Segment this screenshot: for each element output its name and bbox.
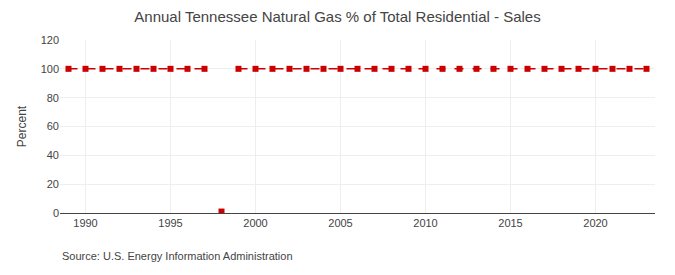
svg-text:20: 20: [47, 178, 59, 190]
svg-text:0: 0: [53, 207, 59, 219]
svg-text:60: 60: [47, 120, 59, 132]
svg-text:1995: 1995: [158, 217, 182, 229]
svg-text:2010: 2010: [413, 217, 437, 229]
svg-text:2000: 2000: [243, 217, 267, 229]
svg-text:2015: 2015: [498, 217, 522, 229]
svg-text:120: 120: [41, 34, 59, 46]
svg-text:Source: U.S. Energy Informatio: Source: U.S. Energy Information Administ…: [62, 250, 293, 262]
svg-text:100: 100: [41, 63, 59, 75]
svg-text:80: 80: [47, 92, 59, 104]
svg-text:2020: 2020: [583, 217, 607, 229]
svg-text:Annual Tennessee Natural Gas %: Annual Tennessee Natural Gas % of Total …: [134, 8, 540, 25]
svg-text:1990: 1990: [73, 217, 97, 229]
svg-text:40: 40: [47, 149, 59, 161]
svg-text:2005: 2005: [328, 217, 352, 229]
svg-text:Percent: Percent: [15, 105, 29, 147]
